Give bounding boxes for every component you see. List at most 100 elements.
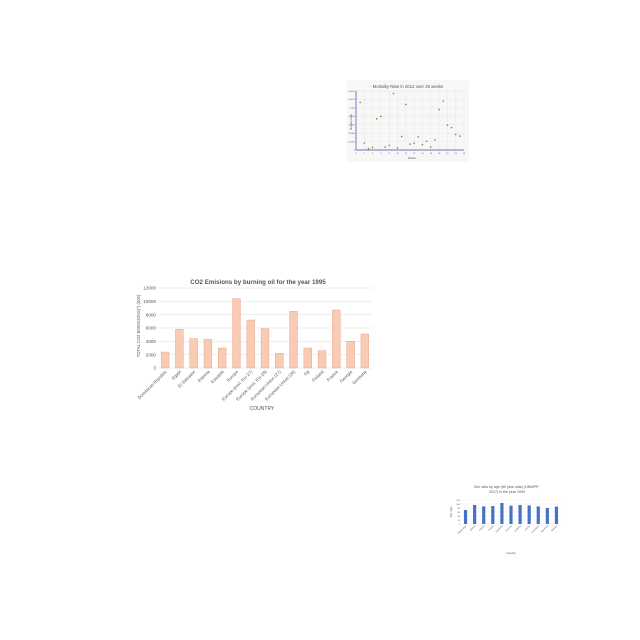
sex-ratio-bar	[536, 506, 540, 524]
scatter-chart: Mortality Rate in 2012 over 25 weeks 0 0.…	[347, 80, 469, 162]
co2-x-axis-label: COUNTRY	[250, 406, 275, 412]
co2-y-tick-label: 8000	[146, 312, 157, 317]
co2-bar	[203, 339, 213, 369]
scatter-svg: Mortality Rate in 2012 over 25 weeks 0 0.…	[348, 84, 466, 160]
sex-ratio-y-tick-label: 20	[458, 520, 461, 522]
co2-y-tick-label: 10000	[143, 299, 156, 304]
co2-category-label: Dominican Republic	[137, 369, 169, 401]
sex-ratio-category-label: Austria	[524, 524, 531, 531]
sex-ratio-bar	[518, 505, 522, 524]
scatter-point	[459, 135, 461, 137]
scatter-point	[396, 147, 399, 149]
co2-category-label: Germany	[351, 369, 368, 386]
scatter-x-tick-label: 20	[438, 153, 441, 155]
sex-ratio-category-label: Australia	[514, 524, 523, 533]
scatter-y-tick-label: 0.0014	[348, 91, 355, 93]
co2-category-label: Egypt	[171, 369, 183, 381]
co2-y-tick-label: 2000	[146, 352, 157, 357]
scatter-point	[375, 118, 378, 120]
scatter-point	[384, 146, 386, 148]
sex-ratio-y-axis-label: Sex ratio	[449, 506, 453, 517]
co2-category-label: Fiji	[303, 369, 311, 377]
scatter-point	[359, 101, 361, 104]
scatter-point	[363, 142, 366, 145]
scatter-x-tick-label: 4	[372, 153, 374, 155]
sex-ratio-x-axis-label: Country	[506, 551, 516, 555]
co2-bar	[189, 338, 198, 369]
co2-category-label: Finland	[311, 369, 325, 383]
co2-bar	[332, 309, 341, 369]
sex-ratio-y-tick-label: 60	[458, 512, 461, 514]
scatter-y-tick-label: 0.001	[350, 108, 356, 110]
sex-ratio-y-tick-label: 40	[458, 516, 461, 518]
co2-bar	[260, 328, 270, 369]
scatter-point	[405, 103, 407, 106]
scatter-x-tick-label: 0	[355, 153, 357, 155]
scatter-point	[446, 124, 449, 126]
sex-ratio-category-label: Angola	[488, 524, 495, 531]
scatter-point	[371, 146, 374, 149]
sex-ratio-bar	[500, 503, 504, 524]
scatter-y-tick-label: 0	[354, 150, 356, 152]
scatter-point	[434, 139, 436, 141]
sex-ratio-svg: Sex ratio by age (60 year olds) (UNWPP, …	[449, 485, 561, 555]
sex-ratio-y-tick-label: 0	[459, 524, 461, 526]
scatter-y-tick-label: 0.0006	[348, 125, 355, 127]
co2-category-label: France	[326, 369, 340, 383]
sex-ratio-category-label: Afghanistan	[457, 524, 468, 535]
scatter-x-tick-label: 18	[430, 153, 433, 155]
sex-ratio-bar	[527, 505, 531, 524]
scatter-point	[417, 136, 420, 138]
scatter-point	[429, 146, 432, 148]
scatter-point	[425, 140, 428, 142]
co2-bar	[246, 319, 255, 369]
scatter-point	[454, 133, 457, 136]
scatter-point	[392, 92, 395, 95]
co2-bar-svg: CO2 Emisions by burning oil for the year…	[136, 279, 372, 412]
scatter-point	[380, 115, 382, 118]
scatter-point	[388, 144, 391, 147]
scatter-point	[438, 108, 440, 111]
sex-ratio-bar	[545, 508, 549, 524]
scatter-point	[413, 142, 415, 145]
scatter-y-axis-label: Mortality Rate	[349, 113, 353, 130]
scatter-x-tick-label: 22	[446, 153, 449, 155]
scatter-point	[409, 143, 411, 145]
scatter-x-tick-label: 6	[380, 153, 382, 155]
sex-ratio-category-label: Argentina	[495, 524, 504, 533]
scatter-x-tick-label: 2	[364, 153, 366, 155]
scatter-point	[421, 143, 424, 146]
sex-ratio-y-tick-label: 100	[456, 504, 460, 506]
scatter-x-tick-label: 16	[421, 153, 424, 155]
scatter-point	[442, 100, 445, 102]
sex-ratio-bar	[509, 505, 513, 524]
sex-ratio-title: Sex ratio by age (60 year olds) (UNWPP, …	[474, 485, 540, 494]
scatter-x-tick-label: 26	[463, 153, 466, 155]
scatter-y-tick-label: 0.0008	[348, 116, 355, 118]
sex-ratio-category-label: Algeria	[478, 524, 485, 531]
co2-y-tick-label: 6000	[146, 326, 157, 331]
co2-y-tick-label: 4000	[146, 339, 157, 344]
scatter-x-tick-label: 10	[396, 153, 399, 155]
scatter-x-axis-label: Weeks	[408, 156, 417, 160]
co2-bar	[289, 311, 298, 369]
sex-ratio-category-label: Azerbaijan	[531, 524, 541, 534]
sex-ratio-category-label: Armenia	[505, 524, 513, 532]
co2-y-tick-label: 12000	[143, 286, 156, 291]
sex-ratio-y-tick-label: 120	[456, 500, 460, 502]
co2-bar	[303, 347, 312, 369]
co2-bar	[275, 353, 284, 369]
scatter-point	[400, 135, 403, 138]
sex-ratio-category-label: Bahrain	[551, 524, 559, 532]
sex-ratio-category-label: Bahamas	[541, 525, 550, 534]
sex-ratio-bar	[463, 510, 468, 524]
co2-bar	[360, 333, 369, 369]
sex-ratio-bar	[482, 506, 486, 524]
sex-ratio-y-tick-label: 80	[458, 508, 461, 510]
co2-bar	[232, 298, 241, 369]
co2-bar	[161, 351, 170, 369]
scatter-y-tick-label: 0.0002	[348, 141, 355, 143]
co2-title: CO2 Emisions by burning oil for the year…	[190, 279, 326, 286]
scatter-x-tick-label: 14	[413, 153, 416, 155]
scatter-title: Mortality Rate in 2012 over 25 weeks	[373, 84, 444, 89]
